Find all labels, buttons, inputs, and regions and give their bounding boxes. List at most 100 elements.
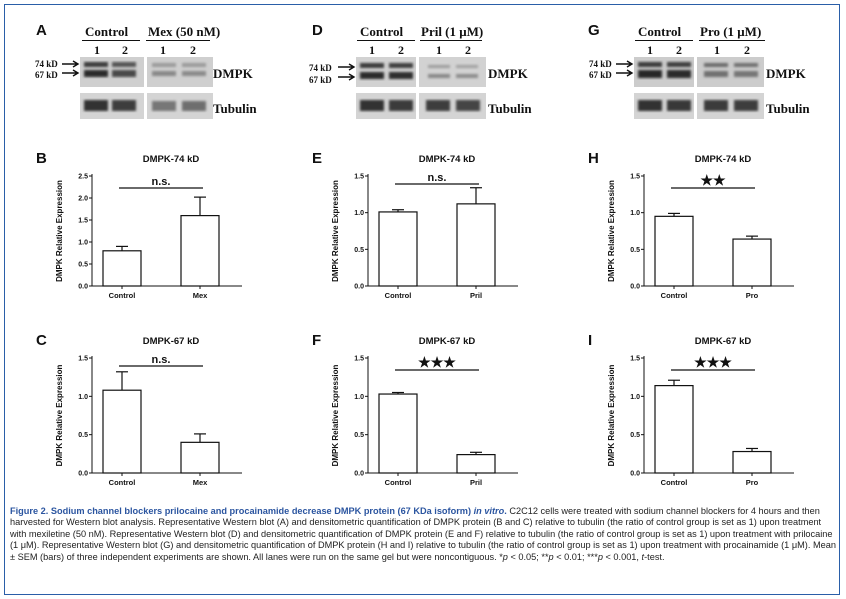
tubulin-label: Tubulin — [766, 101, 810, 116]
kd-74-label: 74 kD — [309, 63, 332, 73]
treatment-underline — [420, 40, 482, 41]
treatment-underline — [699, 40, 765, 41]
bar-chart: I DMPK-67 kD DMPK Relative Expression 0.0 0.… — [588, 332, 794, 487]
chart-title: DMPK-67 kD — [143, 336, 200, 347]
x-tick-label: Mex — [193, 291, 208, 300]
y-tick-label: 0.5 — [630, 247, 640, 254]
y-tick-label: 2.0 — [78, 196, 88, 203]
y-tick-label: 1.0 — [78, 394, 88, 401]
figure-border — [4, 4, 840, 595]
y-axis-label: DMPK Relative Expression — [331, 180, 340, 282]
y-tick-label: 1.0 — [630, 210, 640, 217]
panel-letter: B — [36, 150, 47, 167]
chart-title: DMPK-67 kD — [695, 336, 752, 347]
arrow-74-icon — [338, 63, 356, 71]
dmpk-label: DMPK — [488, 66, 528, 81]
bar — [456, 203, 496, 287]
bar — [732, 450, 772, 474]
chart-panel-f: F DMPK-67 kD DMPK Relative Expression 0.0 0.… — [306, 328, 566, 493]
arrow-67-icon — [62, 69, 80, 77]
x-tick-label: Pro — [746, 478, 759, 487]
treatment-underline — [146, 40, 210, 41]
kd-67-label: 67 kD — [589, 70, 612, 80]
y-axis-label: DMPK Relative Expression — [607, 364, 616, 466]
bar-chart: B DMPK-74 kD DMPK Relative Expression 0.0 0.… — [36, 150, 242, 300]
treatment-header: Mex (50 nM) — [148, 24, 221, 39]
significance-label: n.s. — [152, 354, 171, 366]
y-tick-label: 0.0 — [354, 284, 364, 291]
panel-letter: G — [588, 22, 600, 39]
chart-panel-h: H DMPK-74 kD DMPK Relative Expression 0.0 0.… — [582, 146, 842, 306]
lane-1-label: 1 — [369, 43, 375, 57]
bar-chart: F DMPK-67 kD DMPK Relative Expression 0.0 0.… — [312, 332, 518, 487]
control-header: Control — [638, 24, 682, 39]
y-tick-label: 0.0 — [630, 471, 640, 478]
y-tick-label: 0.5 — [630, 432, 640, 439]
bar — [456, 453, 496, 474]
y-tick-label: 1.0 — [78, 240, 88, 247]
y-tick-label: 1.5 — [630, 174, 640, 181]
bar — [180, 441, 220, 474]
tubulin-label: Tubulin — [488, 101, 532, 116]
significance-label: n.s. — [428, 172, 447, 184]
y-tick-label: 0.5 — [354, 247, 364, 254]
control-underline — [82, 40, 140, 41]
lane-1-label: 1 — [160, 43, 166, 57]
y-tick-label: 1.5 — [78, 356, 88, 363]
y-tick-label: 1.0 — [630, 394, 640, 401]
bar — [654, 384, 694, 474]
y-tick-label: 0.0 — [354, 471, 364, 478]
control-header: Control — [360, 24, 404, 39]
chart-title: DMPK-74 kD — [695, 154, 752, 165]
western-blot-image — [62, 57, 213, 119]
significance-label: ★★★ — [418, 354, 456, 370]
bar-chart: H DMPK-74 kD DMPK Relative Expression 0.0 0.… — [588, 150, 794, 300]
caption-title: Figure 2. Sodium channel blockers priloc… — [10, 506, 507, 516]
x-tick-label: Pril — [470, 478, 482, 487]
bar-chart: E DMPK-74 kD DMPK Relative Expression 0.0 0.… — [312, 150, 518, 300]
arrow-74-icon — [616, 60, 634, 68]
y-axis-label: DMPK Relative Expression — [607, 180, 616, 282]
figure-caption: Figure 2. Sodium channel blockers priloc… — [10, 506, 836, 562]
arrow-67-icon — [616, 69, 634, 77]
panel-letter: E — [312, 150, 322, 167]
lane-1-label: 1 — [647, 43, 653, 57]
dmpk-label: DMPK — [766, 66, 806, 81]
chart-panel-c: C DMPK-67 kD DMPK Relative Expression 0.0 0.… — [30, 328, 290, 493]
kd-74-label: 74 kD — [589, 59, 612, 69]
y-tick-label: 0.5 — [78, 262, 88, 269]
lane-1-label: 1 — [436, 43, 442, 57]
x-tick-label: Pro — [746, 291, 759, 300]
x-tick-label: Control — [385, 478, 412, 487]
y-tick-label: 1.0 — [354, 394, 364, 401]
bar — [378, 211, 418, 287]
significance-label: ★★★ — [694, 354, 732, 370]
x-tick-label: Mex — [193, 478, 208, 487]
bar — [180, 214, 220, 287]
treatment-header: Pril (1 μM) — [421, 24, 484, 39]
treatment-header: Pro (1 μM) — [700, 24, 762, 39]
panel-letter: H — [588, 150, 599, 167]
y-tick-label: 0.0 — [78, 284, 88, 291]
bar — [102, 389, 142, 474]
bar — [102, 250, 142, 287]
kd-74-label: 74 kD — [35, 59, 58, 69]
lane-1-label: 1 — [94, 43, 100, 57]
bar — [378, 393, 418, 474]
y-axis-label: DMPK Relative Expression — [55, 180, 64, 282]
chart-panel-i: I DMPK-67 kD DMPK Relative Expression 0.0 0.… — [582, 328, 842, 493]
tubulin-label: Tubulin — [213, 101, 257, 116]
y-axis-label: DMPK Relative Expression — [331, 364, 340, 466]
x-tick-label: Control — [109, 478, 136, 487]
panel-letter: C — [36, 332, 47, 349]
x-tick-label: Control — [109, 291, 136, 300]
x-tick-label: Control — [661, 291, 688, 300]
panel-letter: I — [588, 332, 592, 349]
x-tick-label: Pril — [470, 291, 482, 300]
x-tick-label: Control — [385, 291, 412, 300]
y-tick-label: 2.5 — [78, 174, 88, 181]
lane-2-label: 2 — [744, 43, 750, 57]
y-tick-label: 1.5 — [78, 218, 88, 225]
y-tick-label: 0.5 — [354, 432, 364, 439]
